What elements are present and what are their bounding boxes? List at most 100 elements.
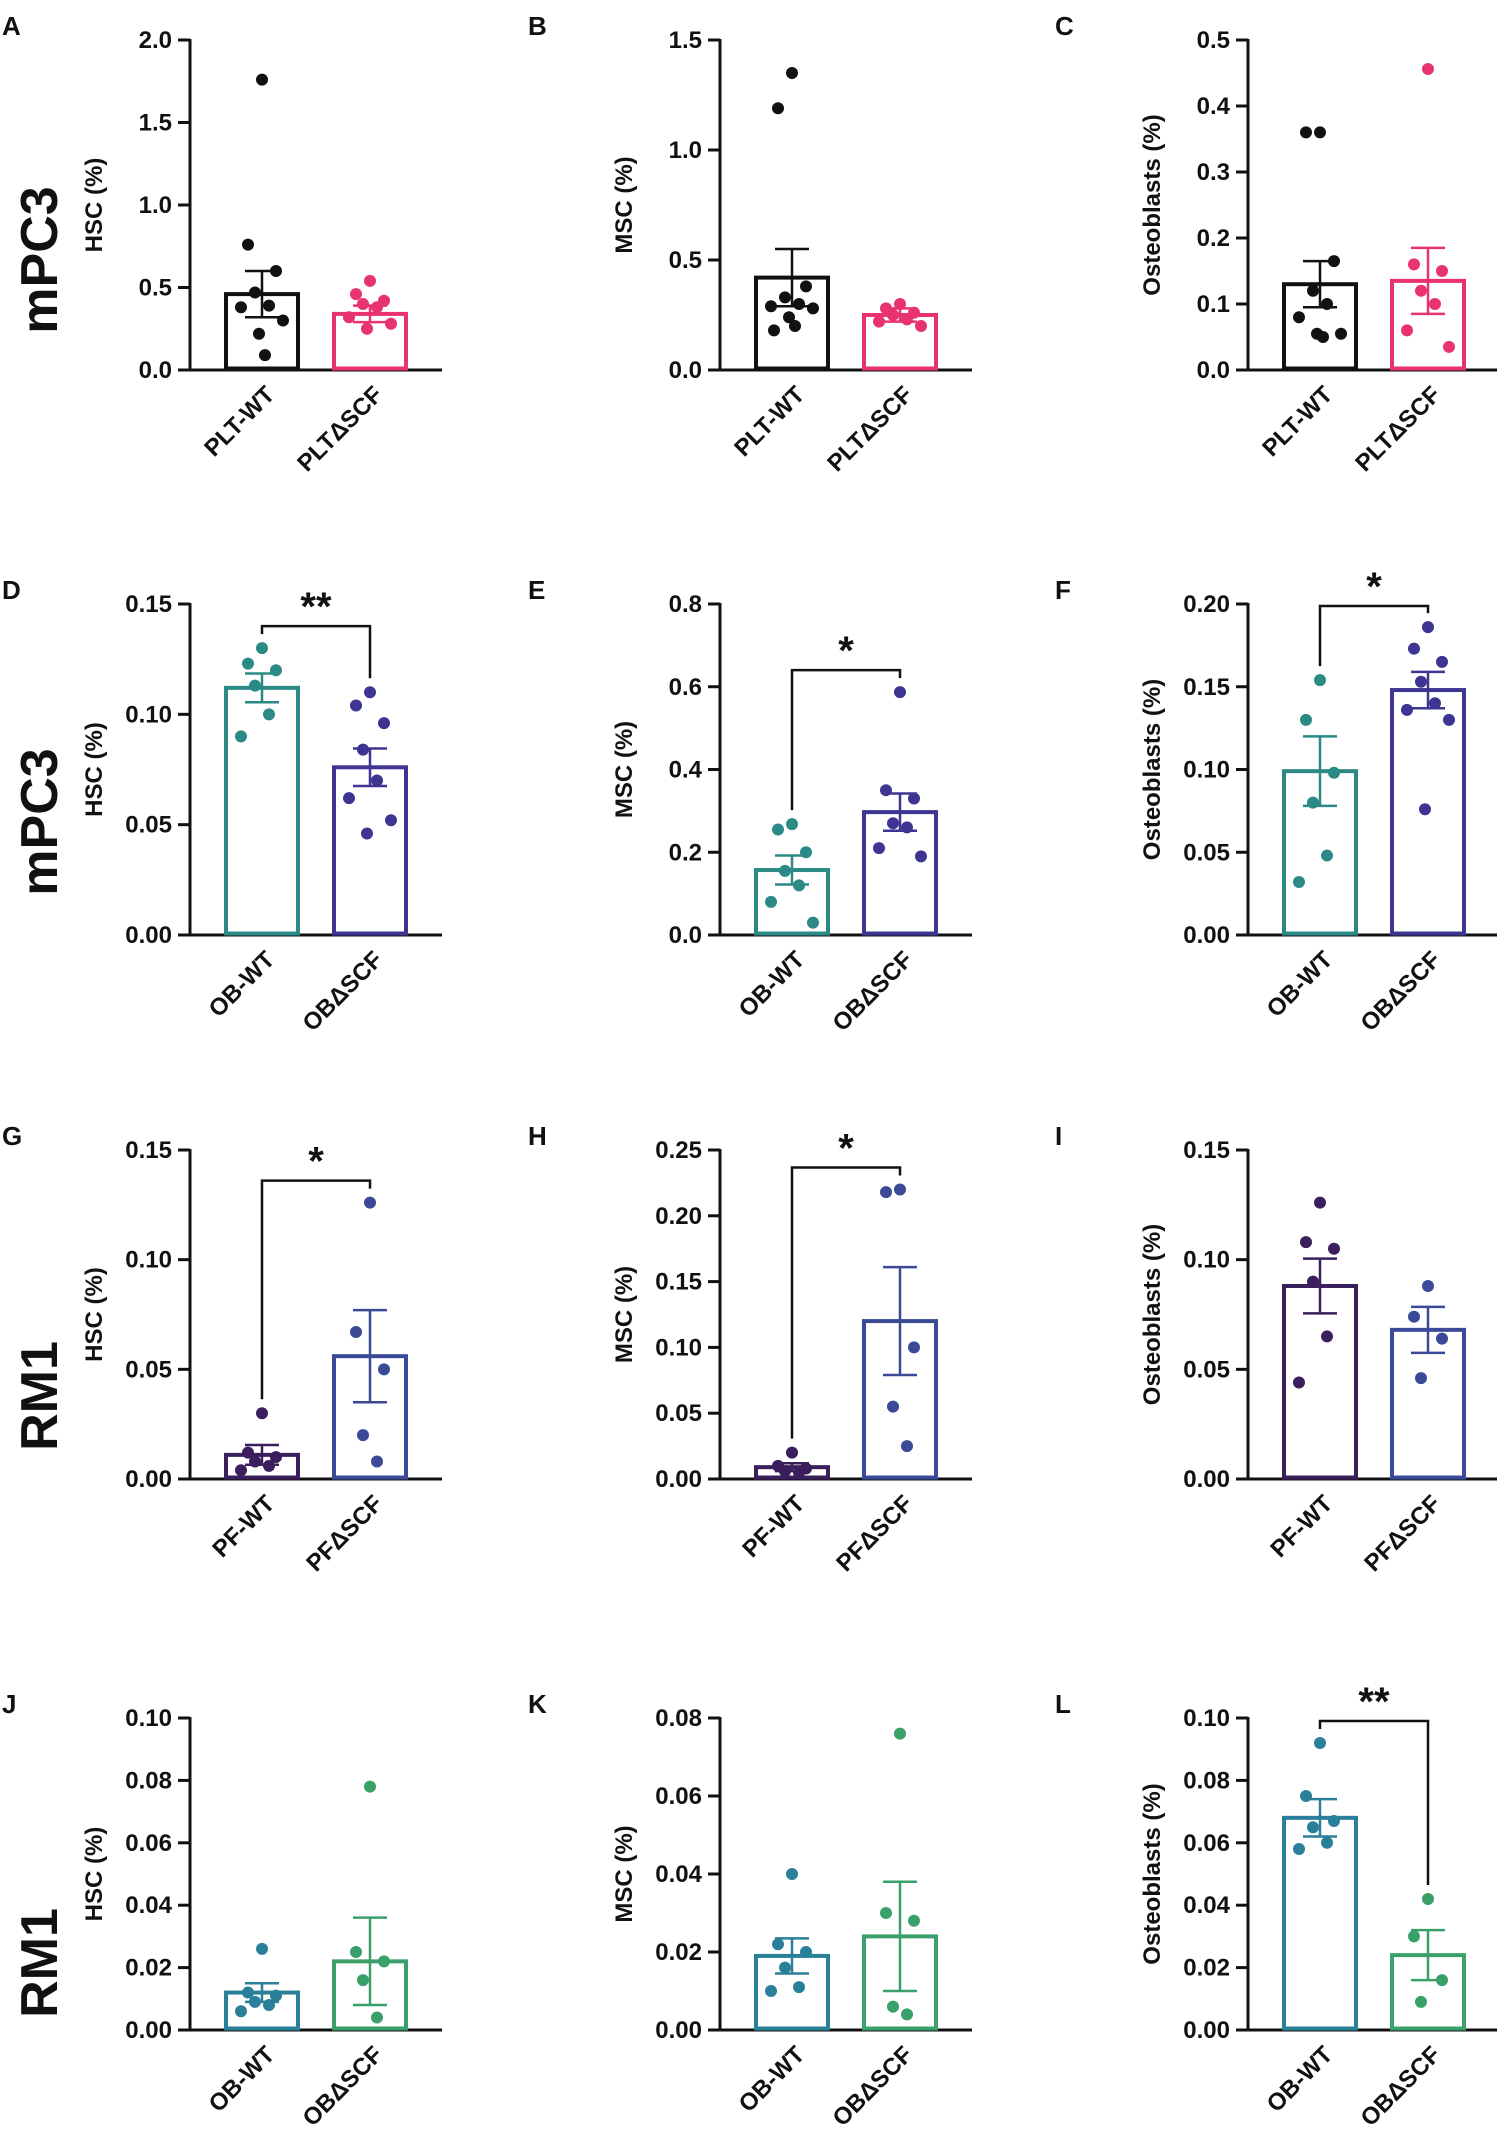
y-tick-label: 0.06 (125, 1830, 172, 1857)
data-point (378, 717, 390, 729)
y-tick-label: 0.10 (1183, 757, 1230, 784)
y-tick-label: 0.20 (655, 1203, 702, 1230)
y-tick-label: 0.10 (125, 1705, 172, 1732)
significance-marker: * (838, 1126, 854, 1170)
panel-L: L 0.00 0.02 0.04 0.06 0.08 0.10 Osteoblasts (%)… (1055, 1680, 1497, 2132)
y-tick-label: 0.4 (1197, 93, 1231, 120)
data-point (765, 1985, 777, 1997)
data-point (1307, 1821, 1319, 1833)
category-label: PLT-WT (729, 381, 810, 462)
data-point (786, 818, 798, 830)
data-point (1335, 328, 1347, 340)
data-point (253, 328, 265, 340)
data-point (793, 879, 805, 891)
data-point (1415, 1996, 1427, 2008)
y-axis-label: HSC (%) (81, 1827, 108, 1922)
data-point (793, 1466, 805, 1478)
y-tick-label: 0.05 (125, 812, 172, 839)
panel-B: B0.00.51.01.5MSC (%)PLT-WT PLTΔSCF (528, 11, 972, 477)
y-tick-label: 0.10 (655, 1334, 702, 1361)
panel-letter: L (1055, 1689, 1071, 1719)
data-point (249, 680, 261, 692)
y-tick-label: 0.02 (1183, 1955, 1230, 1982)
data-point (915, 320, 927, 332)
y-tick-label: 0.00 (125, 922, 172, 949)
data-point (1436, 1974, 1448, 1986)
category-label: OB-WT (204, 2041, 281, 2118)
data-point (1300, 714, 1312, 726)
data-point (772, 102, 784, 114)
y-tick-label: 0.00 (1183, 2017, 1230, 2044)
data-point (789, 320, 801, 332)
data-point (361, 323, 373, 335)
data-point (235, 730, 247, 742)
data-point (1436, 656, 1448, 668)
y-tick-label: 0.00 (125, 1466, 172, 1493)
data-point (1314, 1737, 1326, 1749)
row-label-3: RM1 (11, 1341, 69, 1451)
y-axis-label: Osteoblasts (%) (1139, 1224, 1166, 1405)
data-point (256, 642, 268, 654)
y-tick-label: 0.1 (1197, 291, 1230, 318)
data-point (263, 1999, 275, 2011)
y-axis-label: MSC (%) (611, 721, 638, 818)
category-label: OBΔSCF (1356, 946, 1447, 1037)
y-tick-label: 0.06 (1183, 1830, 1230, 1857)
data-point (1443, 714, 1455, 726)
data-point (887, 2001, 899, 2013)
category-label: PF-WT (737, 1490, 810, 1563)
data-point (371, 301, 383, 313)
data-point (880, 1907, 892, 1919)
data-point (1436, 265, 1448, 277)
y-axis-label: HSC (%) (81, 1267, 108, 1362)
y-tick-label: 0.08 (655, 1705, 702, 1732)
data-point (249, 1996, 261, 2008)
data-point (765, 300, 777, 312)
category-label: PF-WT (207, 1490, 280, 1563)
y-tick-label: 0.05 (1183, 1356, 1230, 1383)
y-axis-label: HSC (%) (81, 158, 108, 253)
data-point (385, 814, 397, 826)
data-point (894, 1728, 906, 1740)
data-point (1293, 311, 1305, 323)
panel-K: K 0.00 0.02 0.04 0.06 0.08 MSC (%) OB-WT OBΔSCF (528, 1689, 972, 2132)
data-point (1314, 674, 1326, 686)
panel-F: F 0.00 0.05 0.10 0.15 0.20 Osteoblasts (%) OB-W… (1055, 565, 1497, 1037)
data-point (887, 817, 899, 829)
y-tick-label: 0.15 (655, 1269, 702, 1296)
data-point (1422, 1893, 1434, 1905)
category-label: PFΔSCF (301, 1490, 388, 1577)
data-point (1328, 1243, 1340, 1255)
y-tick-label: 0.08 (125, 1767, 172, 1794)
y-tick-label: 0.06 (655, 1783, 702, 1810)
data-point (901, 313, 913, 325)
category-label: OBΔSCF (1356, 2041, 1447, 2132)
y-tick-label: 0.2 (669, 839, 702, 866)
data-point (1321, 850, 1333, 862)
data-point (357, 1974, 369, 1986)
y-axis-label: MSC (%) (611, 156, 638, 253)
y-tick-label: 0.04 (655, 1861, 702, 1888)
y-tick-label: 0.10 (125, 1247, 172, 1274)
data-point (235, 301, 247, 313)
data-point (1300, 1236, 1312, 1248)
category-label: OB-WT (734, 946, 811, 1023)
y-tick-label: 0.00 (1183, 1466, 1230, 1493)
y-tick-label: 0.0 (669, 922, 702, 949)
significance-marker: ** (300, 585, 332, 629)
data-point (357, 744, 369, 756)
data-point (1408, 258, 1420, 270)
data-point (800, 846, 812, 858)
data-point (793, 1981, 805, 1993)
data-point (901, 1440, 913, 1452)
row-label-4: RM1 (11, 1908, 69, 2018)
data-point (350, 1326, 362, 1338)
category-label: OBΔSCF (298, 2041, 389, 2132)
y-tick-label: 0.05 (125, 1356, 172, 1383)
data-point (1408, 1311, 1420, 1323)
panel-letter: E (528, 575, 545, 605)
data-point (772, 1938, 784, 1950)
significance-bracket (1320, 606, 1428, 666)
y-tick-label: 0.15 (125, 1137, 172, 1164)
panel-C: C 0.0 0.1 0.2 0.3 0.4 0.5 Osteoblasts (%) PLT-WT… (1055, 11, 1497, 477)
